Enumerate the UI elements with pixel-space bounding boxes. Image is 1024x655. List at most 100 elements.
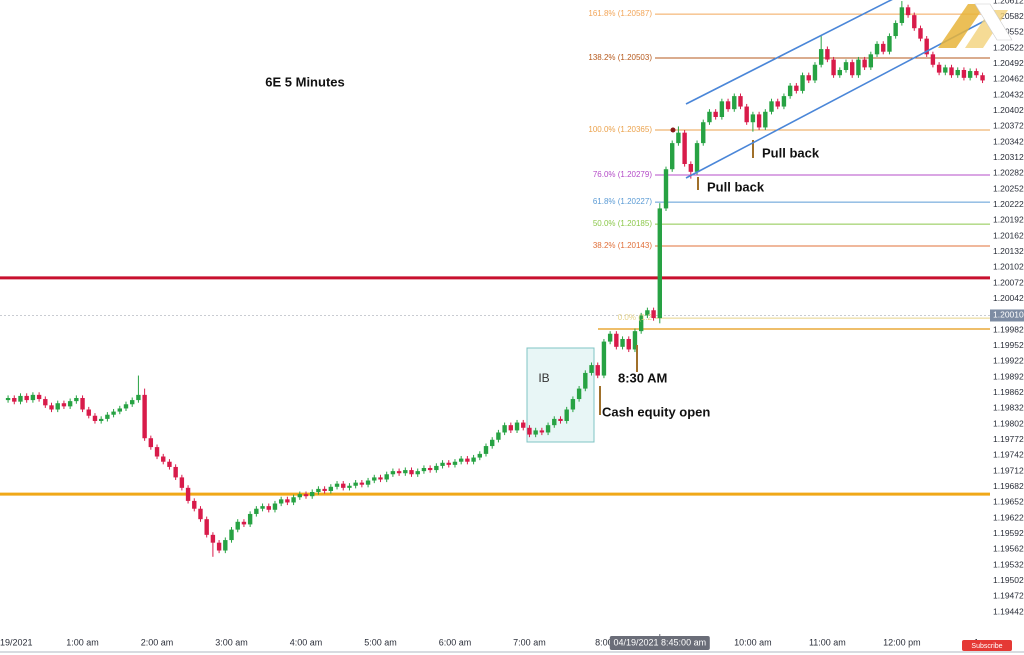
candle-body xyxy=(738,96,743,107)
subscribe-text[interactable]: Subscribe xyxy=(971,643,1002,650)
candle-body xyxy=(930,54,936,65)
candle-body xyxy=(421,467,427,472)
y-tick-label: 1.20192 xyxy=(993,215,1024,225)
candle-body xyxy=(893,22,898,37)
candle-body xyxy=(638,315,644,332)
x-tick-label: 3:00 am xyxy=(215,637,248,647)
candle-body xyxy=(260,506,265,509)
candle-body xyxy=(291,497,296,503)
candle-body xyxy=(701,122,706,144)
y-tick-label: 1.20372 xyxy=(993,121,1024,131)
y-tick-label: 1.19982 xyxy=(993,324,1024,334)
candle-body xyxy=(161,456,166,462)
x-tick-label: 7:00 am xyxy=(513,637,546,647)
subscribe-button[interactable] xyxy=(962,640,1012,651)
candle-body xyxy=(396,471,402,474)
candle-body xyxy=(210,534,216,543)
candle-body xyxy=(471,457,476,462)
candle-body xyxy=(831,59,836,76)
candle-body xyxy=(365,480,371,485)
x-tick-label: 4:00 am xyxy=(290,637,323,647)
candle-body xyxy=(707,111,712,123)
y-tick-label: 1.20282 xyxy=(993,168,1024,178)
candle-body xyxy=(868,54,874,68)
candle-body xyxy=(856,59,861,76)
candle-body xyxy=(272,503,278,510)
candle-body xyxy=(756,114,762,128)
x-tick-label: 1:00 am xyxy=(66,637,99,647)
y-tick-label: 1.20402 xyxy=(993,105,1024,115)
candle-body xyxy=(173,466,178,478)
candle-body xyxy=(303,494,309,497)
candle-body xyxy=(564,409,569,421)
candle-body xyxy=(229,529,234,541)
candle-body xyxy=(328,486,334,491)
candle-body xyxy=(576,388,582,400)
candle-body xyxy=(204,519,209,535)
fib-label: 0.0% (1.2 xyxy=(618,313,653,322)
candle-body xyxy=(247,513,253,525)
y-tick-label: 1.20582 xyxy=(993,11,1024,21)
candle-body xyxy=(881,43,886,52)
candle-body xyxy=(12,398,17,402)
logo-shape xyxy=(938,4,986,48)
candle-body xyxy=(521,422,526,428)
candle-body xyxy=(924,38,929,55)
candle-body xyxy=(651,310,656,319)
candle-body xyxy=(427,467,433,471)
candle-body xyxy=(514,422,520,431)
candle-body xyxy=(179,477,185,488)
candle-body xyxy=(899,7,905,23)
candle-body xyxy=(36,394,42,400)
candle-body xyxy=(390,471,396,475)
channel-upper xyxy=(685,0,893,105)
candle-body xyxy=(533,430,538,435)
candle-body xyxy=(192,500,197,509)
candle-body xyxy=(198,508,203,520)
candle-body xyxy=(477,453,482,458)
candle-body xyxy=(167,461,172,467)
candle-body xyxy=(943,67,948,73)
marker-dot xyxy=(670,127,676,133)
candle-body xyxy=(763,111,768,128)
candle-body xyxy=(558,418,563,421)
fib-label: 138.2% (1.20503) xyxy=(588,53,652,62)
y-tick-label: 1.19442 xyxy=(993,606,1024,616)
candle-body xyxy=(123,404,129,409)
y-tick-label: 1.20102 xyxy=(993,262,1024,272)
candle-body xyxy=(130,400,135,405)
candle-body xyxy=(434,465,439,471)
candle-body xyxy=(912,15,917,29)
candle-body xyxy=(626,338,631,350)
candle-body xyxy=(310,492,315,497)
candle-body xyxy=(98,418,104,421)
candle-body xyxy=(241,521,247,525)
candle-body xyxy=(465,458,470,462)
candle-body xyxy=(552,418,557,426)
candle-body xyxy=(378,477,383,480)
y-tick-label: 1.20312 xyxy=(993,152,1024,162)
candle-body xyxy=(967,71,973,78)
candle-body xyxy=(508,425,514,431)
candle-body xyxy=(409,470,414,475)
last-price-tag xyxy=(990,309,1024,322)
y-tick-label: 1.20072 xyxy=(993,277,1024,287)
candle-body xyxy=(918,28,923,39)
candle-body xyxy=(24,395,29,401)
candle-body xyxy=(732,96,737,110)
x-tick-label: 10:00 am xyxy=(734,637,772,647)
ib-label: IB xyxy=(538,371,549,385)
candle-body xyxy=(440,462,445,466)
candle-body xyxy=(583,372,588,389)
candle-body xyxy=(905,7,911,16)
candle-body xyxy=(61,403,67,407)
candle-body xyxy=(601,341,607,376)
candle-body xyxy=(812,64,818,81)
candle-body xyxy=(49,405,54,410)
candle-body xyxy=(55,403,60,410)
fib-label: 50.0% (1.20185) xyxy=(593,219,652,228)
candle-body xyxy=(688,164,694,172)
